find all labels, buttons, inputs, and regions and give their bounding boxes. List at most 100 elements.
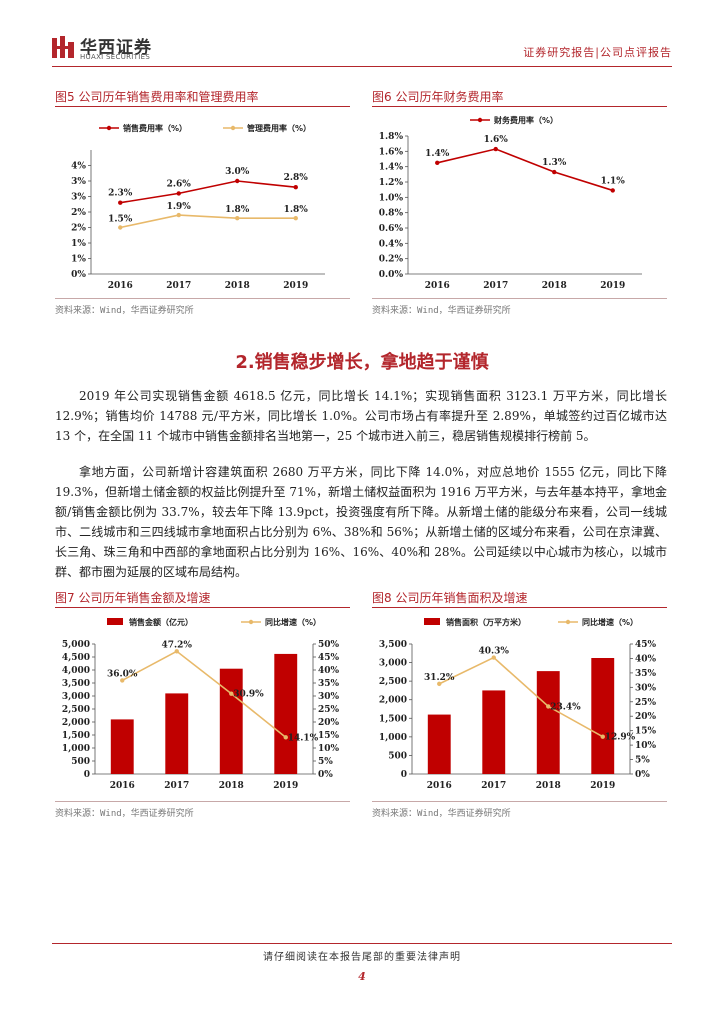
fig8-point [437, 681, 442, 687]
fig7-bar [219, 668, 243, 774]
fig5-data-label: 3.0% [225, 167, 250, 177]
fig8-point [600, 734, 605, 739]
fig8-ytick-label: 1,500 [379, 714, 407, 724]
fig6-point [435, 160, 440, 166]
fig8-legend-swatch [424, 618, 440, 625]
footer-divider [52, 943, 672, 944]
fig5-chart: 0% 1% 1% 2% 2% 3% 3% 4% 2016 2017 2018 2019 2.3% 2.6%… [71, 123, 325, 291]
fig5-legend-label: 销售费用率（%） [123, 123, 187, 133]
fig8-y2tick-label: 40% [635, 654, 657, 664]
fig7-xtick-label: 2018 [219, 781, 244, 791]
fig8-source: 资料来源：Wind，华西证券研究所 [372, 809, 511, 819]
fig6-title-rule [372, 106, 667, 107]
fig7-ytick-label: 2,500 [62, 705, 90, 715]
fig7-y2tick-label: 0% [318, 770, 333, 780]
fig5-ytick-label: 0% [71, 270, 86, 280]
fig8-ytick-label: 0 [401, 770, 407, 780]
fig5-ytick-label: 2% [71, 208, 86, 218]
fig6-ytick-label: 1.2% [379, 178, 404, 188]
fig6-ytick-label: 0.0% [379, 270, 404, 280]
header-divider [52, 66, 672, 67]
fig7-y2tick-label: 10% [318, 744, 340, 754]
fig8-y2tick-label: 45% [635, 640, 657, 650]
fig8-source-rule [372, 801, 667, 802]
fig8-y2tick-label: 5% [635, 756, 650, 766]
fig6-legend-label: 财务费用率（%） [493, 115, 558, 125]
page-number: 4 [358, 970, 366, 983]
fig7-y2tick-label: 15% [318, 731, 340, 741]
fig8-xtick-label: 2019 [590, 781, 615, 791]
fig6-point [493, 146, 498, 152]
fig7-y2tick-label: 20% [318, 718, 340, 728]
fig8-ytick-label: 2,000 [379, 696, 407, 706]
fig5-point [176, 191, 181, 196]
fig7-ytick-label: 1,000 [62, 744, 90, 754]
fig8-ytick-label: 2,500 [379, 677, 407, 687]
fig7-ytick-label: 3,000 [62, 692, 90, 702]
section-title: 2.销售稳步增长，拿地趋于谨慎 [235, 352, 489, 373]
fig8-point [546, 704, 551, 709]
fig6-point [610, 188, 615, 193]
fig5-source: 资料来源：Wind，华西证券研究所 [55, 306, 194, 316]
fig8-ytick-label: 3,000 [379, 659, 407, 669]
fig5-point [118, 200, 123, 205]
fig7-y2tick-label: 35% [318, 679, 340, 689]
fig5-ytick-label: 1% [71, 255, 86, 265]
logo-company-name: 华西证券 [80, 38, 152, 58]
fig7-y2tick-label: 40% [318, 666, 340, 676]
fig5-legend-marker [106, 125, 112, 131]
fig8-y2tick-label: 25% [635, 698, 657, 708]
fig7-bar [274, 653, 298, 774]
fig5-point [293, 216, 298, 221]
fig8-bar [591, 657, 615, 774]
fig7-legend-label: 销售金额（亿元） [129, 617, 193, 627]
fig8-point [491, 655, 496, 660]
fig6-data-label: 1.6% [484, 135, 509, 145]
fig5-legend-label: 管理费用率（%） [247, 123, 311, 133]
fig5-title-rule [55, 106, 350, 107]
fig7-ytick-label: 1,500 [62, 731, 90, 741]
fig7-ytick-label: 4,500 [62, 653, 90, 663]
fig8-ytick-label: 500 [388, 751, 407, 761]
fig6-ytick-label: 0.6% [379, 224, 404, 234]
fig7-ytick-label: 3,500 [62, 679, 90, 689]
fig7-chart: 0 500 1,000 1,500 2,000 2,500 3,000 3,500 4,000 4… [62, 617, 340, 791]
fig5-point [235, 216, 240, 221]
fig6-ytick-label: 1.6% [379, 147, 404, 157]
fig6-ytick-label: 1.0% [379, 193, 404, 203]
fig5-data-label: 2.8% [284, 173, 309, 183]
fig8-bar [536, 671, 560, 774]
fig7-title-rule [55, 607, 350, 608]
fig6-data-label: 1.1% [601, 176, 626, 186]
fig5-data-label: 1.8% [225, 205, 250, 215]
fig5-data-label: 2.6% [167, 179, 192, 189]
fig5-xtick-label: 2018 [225, 281, 250, 291]
fig5-series-line [120, 180, 296, 204]
fig8-y2tick-label: 10% [635, 741, 657, 751]
fig7-y2tick-label: 50% [318, 640, 340, 650]
fig7-data-label: 47.2% [162, 640, 193, 650]
fig7-xtick-label: 2019 [273, 781, 298, 791]
fig7-point [229, 691, 234, 696]
fig7-data-label: 14.1% [288, 733, 319, 743]
fig5-xtick-label: 2016 [108, 281, 133, 291]
fig8-data-label: 31.2% [424, 673, 455, 683]
fig8-title: 图8 公司历年销售面积及增速 [372, 591, 528, 605]
fig8-data-label: 23.4% [550, 702, 581, 712]
fig7-source-rule [55, 801, 350, 802]
fig8-series-line [438, 656, 604, 738]
fig7-legend-marker [248, 619, 254, 625]
fig8-y2tick-label: 15% [635, 727, 657, 737]
fig7-data-label: 30.9% [233, 690, 264, 700]
fig6-data-label: 1.4% [425, 149, 450, 159]
fig8-ytick-label: 1,000 [379, 733, 407, 743]
fig6-xtick-label: 2017 [483, 281, 508, 291]
fig7-bar [165, 693, 189, 774]
fig8-y2tick-label: 0% [635, 770, 650, 780]
fig8-xtick-label: 2017 [481, 781, 506, 791]
fig6-legend-marker [477, 117, 483, 123]
fig8-data-label: 12.9% [605, 733, 636, 743]
fig5-ytick-label: 2% [71, 224, 86, 234]
fig7-legend-swatch [107, 618, 123, 625]
fig8-legend-label: 同比增速（%） [582, 617, 638, 627]
